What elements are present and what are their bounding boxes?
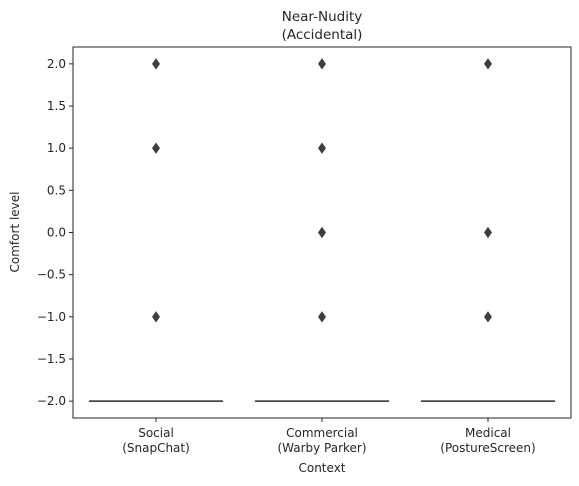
box-group	[88, 58, 224, 402]
y-tick-label: 1.5	[47, 99, 66, 113]
chart-title-line-2: (Accidental)	[282, 27, 363, 43]
outlier-point	[152, 142, 160, 154]
y-tick-label: 0.0	[47, 226, 66, 240]
outlier-point	[318, 226, 326, 239]
box-group	[420, 58, 556, 402]
y-tick-label: −1.0	[37, 310, 66, 324]
x-tick-label: Commercial	[286, 426, 358, 440]
outlier-point	[318, 311, 326, 323]
x-axis-label: Context	[298, 461, 345, 475]
box-group	[254, 58, 390, 402]
x-axis: Social(SnapChat) Commercial(Warby Parker)…	[122, 418, 536, 455]
y-axis: 2.0 1.5 1.0 0.5 0.0 −0.5 −1.0 −1.5 −2.0	[37, 57, 73, 408]
plot-marks	[88, 58, 556, 402]
outlier-point	[318, 58, 326, 70]
y-tick-label: 2.0	[47, 57, 66, 71]
x-tick-label: Medical	[465, 426, 511, 440]
y-tick-label: −2.0	[37, 394, 66, 408]
y-tick-label: 1.0	[47, 141, 66, 155]
outlier-point	[318, 142, 326, 154]
outlier-point	[152, 311, 160, 323]
x-tick-label: Social	[138, 426, 174, 440]
x-tick-label: (PostureScreen)	[440, 441, 535, 455]
outlier-point	[484, 226, 492, 239]
chart-title-line-1: Near-Nudity	[282, 9, 363, 25]
outlier-point	[484, 311, 492, 323]
y-tick-label: −1.5	[37, 352, 66, 366]
x-tick-label: (SnapChat)	[122, 441, 190, 455]
x-tick-label: (Warby Parker)	[277, 441, 366, 455]
y-tick-label: −0.5	[37, 268, 66, 282]
y-tick-label: 0.5	[47, 183, 66, 197]
outlier-point	[152, 58, 160, 70]
y-axis-label: Comfort level	[8, 192, 22, 273]
outlier-point	[484, 58, 492, 70]
